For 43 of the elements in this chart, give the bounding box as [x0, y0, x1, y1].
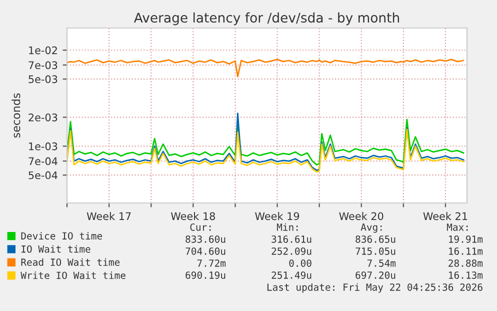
text: 252.09u: [272, 247, 312, 255]
text: 316.61u: [272, 235, 312, 243]
y-tick-label: 5e-04: [28, 171, 58, 180]
y-tick-label: 2e-03: [28, 113, 58, 122]
line-series: [67, 58, 464, 78]
legend-label: IO Wait time: [22, 245, 90, 253]
line-series: [67, 112, 464, 172]
text: 251.49u: [272, 271, 312, 279]
text: 704.60u: [186, 247, 226, 255]
text: 690.19u: [186, 271, 226, 279]
text: 7.54m: [367, 260, 396, 267]
text: Cur:: [190, 223, 211, 231]
text: Max:: [446, 224, 468, 231]
x-tick-label: Week 19: [255, 212, 300, 220]
text: Min:: [276, 223, 298, 231]
text: 16.11m: [449, 247, 483, 255]
text: 16.13m: [449, 271, 483, 279]
text: 19.91m: [449, 235, 483, 243]
y-tick-label: 1e-02: [29, 46, 57, 54]
x-tick-label: Week 20: [339, 212, 384, 220]
legend-label: Write IO Wait time: [20, 272, 126, 280]
text: 833.60u: [186, 235, 226, 243]
line-series: [67, 128, 464, 173]
y-tick-label: 1e-03: [29, 142, 58, 150]
text: 697.20u: [356, 271, 396, 279]
legend-label: Read IO Wait time: [21, 258, 120, 266]
text: 0.00: [289, 259, 312, 267]
line-series: [67, 118, 464, 166]
text: Last update: Fri May 22 04:25:36 2026: [267, 283, 482, 293]
y-tick-label: 7e-03: [28, 61, 58, 70]
x-tick-label: Week 18: [170, 212, 215, 220]
y-axis-title: seconds: [12, 93, 20, 138]
x-tick-label: Week 17: [86, 212, 131, 220]
text: 28.88m: [448, 259, 483, 267]
text: 715.05u: [356, 247, 396, 255]
y-tick-label: 7e-04: [28, 157, 58, 166]
legend-label: Device IO time: [21, 232, 102, 240]
x-tick-label: Week 21: [423, 212, 468, 220]
text: 836.65u: [356, 235, 396, 243]
text: Avg:: [360, 224, 382, 233]
text: 7.72m: [197, 259, 226, 267]
chart-title: Average latency for /dev/sda - by month: [134, 12, 400, 26]
y-tick-label: 5e-03: [28, 75, 58, 84]
